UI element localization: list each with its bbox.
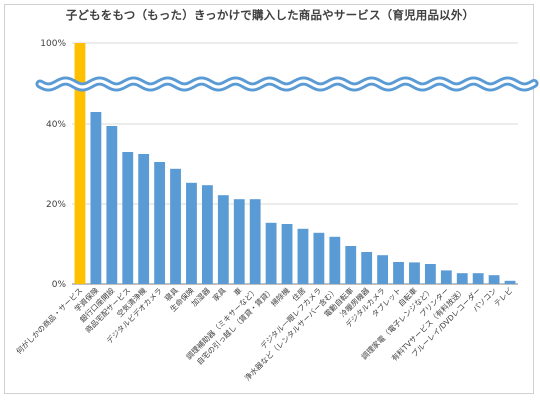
bar <box>297 228 309 284</box>
bar <box>361 252 373 284</box>
bar <box>504 280 516 284</box>
bar <box>456 273 468 284</box>
x-tick-label: 家具 <box>210 285 228 303</box>
x-tick-label: 加湿器 <box>189 285 212 308</box>
bar <box>170 168 181 284</box>
bar <box>122 152 134 284</box>
bar <box>281 224 293 284</box>
y-tick-label: 40% <box>46 120 66 130</box>
bar <box>74 43 86 284</box>
bar <box>440 270 452 284</box>
bar <box>90 112 102 284</box>
bar <box>329 236 341 284</box>
x-tick-label: 掃除機 <box>268 285 291 308</box>
bar <box>313 232 325 284</box>
bar <box>233 199 245 284</box>
bar <box>154 162 166 284</box>
bar <box>409 262 420 284</box>
bar <box>217 195 229 284</box>
y-tick-label: 0% <box>52 280 67 290</box>
y-tick-label: 20% <box>46 200 66 210</box>
bar <box>186 182 197 284</box>
bar <box>106 126 118 284</box>
bar <box>472 273 484 284</box>
bar <box>265 222 277 284</box>
bar <box>345 246 357 284</box>
chart-title: 子どもをもつ（もった）きっかけで購入した商品やサービス（育児用品以外） <box>65 8 475 22</box>
bar <box>424 264 436 284</box>
bar <box>377 255 389 284</box>
axis-break-gap <box>38 79 536 89</box>
x-tick-label: 何がしかの商品・サービス <box>14 285 85 356</box>
bar <box>488 275 500 284</box>
y-tick-label: 100% <box>40 39 66 49</box>
x-tick-label: テレビ <box>492 286 514 308</box>
bar <box>249 199 261 284</box>
bar <box>201 185 213 284</box>
bar <box>393 262 404 284</box>
bar <box>138 154 150 284</box>
